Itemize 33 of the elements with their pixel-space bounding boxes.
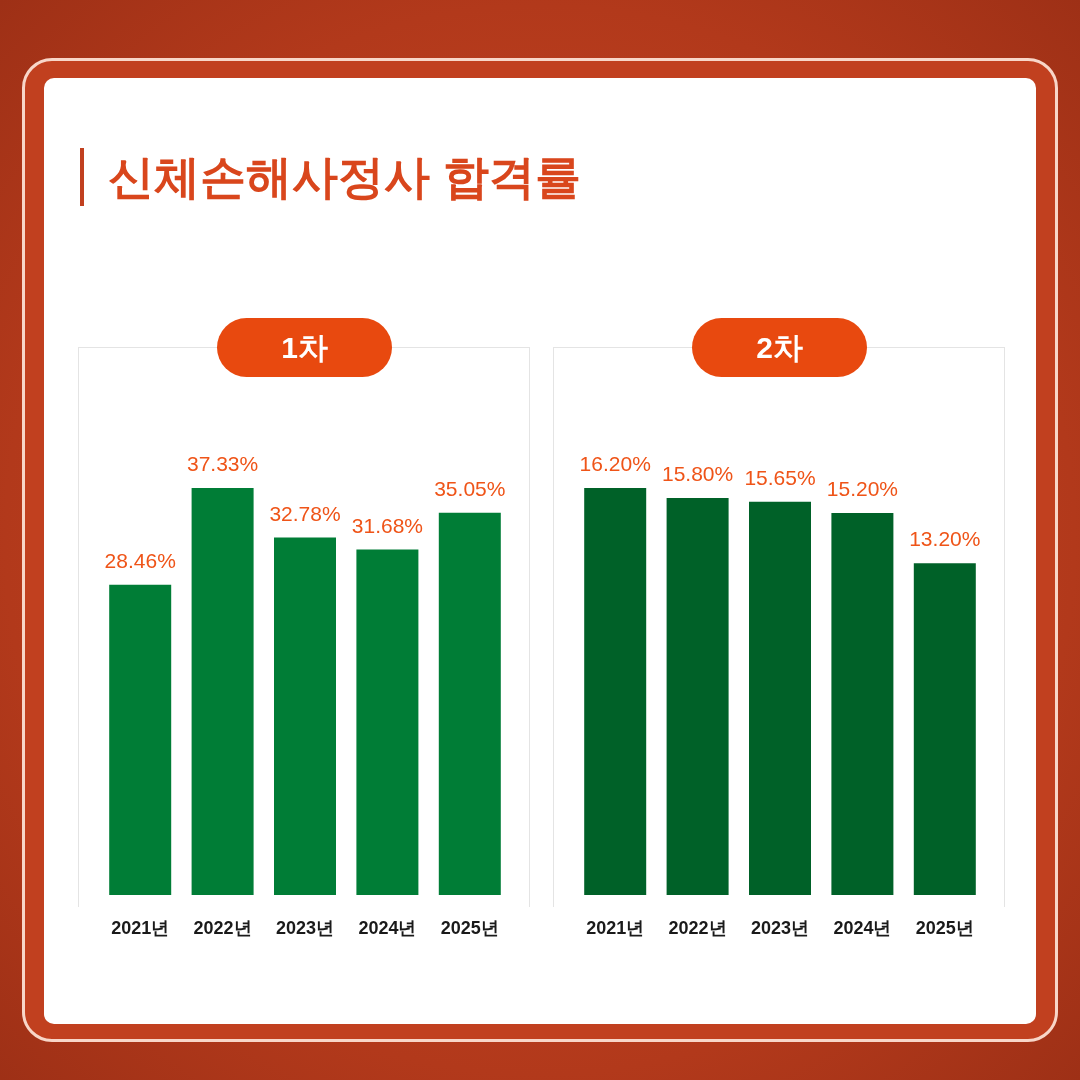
bar xyxy=(356,549,419,895)
bar xyxy=(109,584,172,895)
x-tick-label: 2023년 xyxy=(750,918,810,938)
data-label: 15.80% xyxy=(661,462,734,486)
chart-subtitle: 2차 xyxy=(692,318,867,377)
data-label: 32.78% xyxy=(269,501,341,525)
data-label: 37.33% xyxy=(186,452,259,475)
chart-title: 신체손해사정사 합격률 xyxy=(108,150,581,205)
data-label: 31.68% xyxy=(351,513,424,537)
x-tick-label: 2023년 xyxy=(275,918,335,938)
x-tick-label: 2025년 xyxy=(915,918,974,938)
x-tick-label: 2024년 xyxy=(833,918,892,938)
x-tick-label: 2022년 xyxy=(668,918,727,938)
bar xyxy=(191,488,254,895)
data-label: 28.46% xyxy=(104,548,176,572)
bar xyxy=(913,563,976,895)
data-label: 13.20% xyxy=(909,527,981,551)
data-label: 35.05% xyxy=(434,476,506,500)
data-label: 16.20% xyxy=(579,452,651,475)
x-tick-label: 2021년 xyxy=(586,918,645,938)
x-tick-label: 2024년 xyxy=(358,918,417,938)
bar xyxy=(831,513,894,895)
chart-subtitle: 1차 xyxy=(217,318,392,377)
bar xyxy=(584,488,647,895)
bar xyxy=(749,501,811,895)
bar xyxy=(438,512,501,895)
bar xyxy=(666,498,729,895)
data-label: 15.65% xyxy=(744,465,816,489)
x-tick-label: 2025년 xyxy=(440,918,499,938)
data-label: 15.20% xyxy=(826,477,899,501)
bar xyxy=(274,537,336,895)
x-tick-label: 2021년 xyxy=(111,918,170,938)
x-tick-label: 2022년 xyxy=(193,918,252,938)
